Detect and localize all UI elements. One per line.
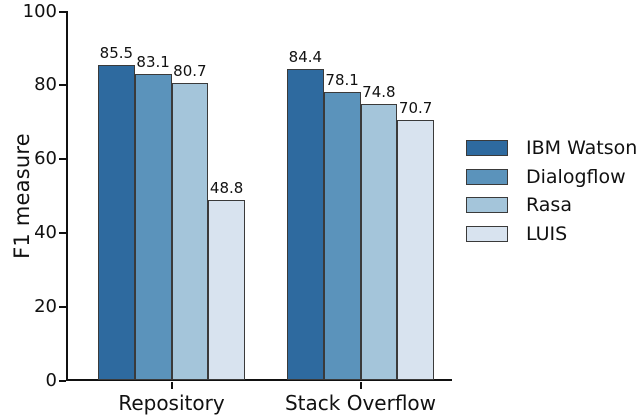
legend-item-ibm-watson: IBM Watson xyxy=(466,137,638,159)
bar-value-label: 78.1 xyxy=(325,71,359,90)
y-tick-mark xyxy=(59,10,66,13)
bar-luis-repository xyxy=(208,200,245,381)
bar-value-label: 85.5 xyxy=(99,44,134,62)
legend-label: Dialogflow xyxy=(526,165,626,188)
legend-label: LUIS xyxy=(526,222,568,245)
y-tick-label: 60 xyxy=(34,148,57,170)
y-tick-label: 80 xyxy=(34,74,57,96)
bar-value-label: 70.7 xyxy=(398,98,433,117)
legend-swatch xyxy=(466,197,508,213)
y-tick-label: 100 xyxy=(22,0,57,22)
bar-ibm-watson-stack-overflow xyxy=(287,69,324,381)
bar-value-label: 48.8 xyxy=(209,179,244,198)
legend-swatch xyxy=(466,168,508,185)
bar-dialogflow-repository xyxy=(134,73,172,381)
plot-area xyxy=(66,11,452,381)
bar-value-label: 83.1 xyxy=(136,52,170,71)
y-tick-label: 40 xyxy=(34,221,57,243)
y-tick-mark xyxy=(59,158,66,161)
legend-item-dialogflow: Dialogflow xyxy=(466,165,626,188)
x-tick-mark xyxy=(170,382,173,389)
y-tick-label: 20 xyxy=(34,295,57,317)
bar-value-label: 84.4 xyxy=(288,48,323,67)
x-tick-label-stack-overflow: Stack Overflow xyxy=(284,391,437,415)
bar-dialogflow-stack-overflow xyxy=(323,92,361,381)
y-tick-label: 0 xyxy=(45,369,57,391)
x-tick-mark xyxy=(359,382,362,389)
legend-swatch xyxy=(466,140,508,156)
bar-rasa-repository xyxy=(171,82,209,381)
bar-luis-stack-overflow xyxy=(397,119,434,381)
legend-swatch xyxy=(466,225,508,242)
bar-rasa-stack-overflow xyxy=(360,104,398,381)
x-tick-label-repository: Repository xyxy=(118,391,225,415)
bar-value-label: 74.8 xyxy=(362,83,396,102)
y-tick-mark xyxy=(59,84,66,87)
legend-label: Rasa xyxy=(526,194,572,216)
bar-value-label: 80.7 xyxy=(173,61,207,80)
legend-label: IBM Watson xyxy=(526,137,638,159)
y-tick-mark xyxy=(59,305,66,308)
y-tick-mark xyxy=(59,231,66,234)
legend-item-luis: LUIS xyxy=(466,222,568,245)
y-tick-mark xyxy=(59,379,66,382)
bar-ibm-watson-repository xyxy=(98,65,135,381)
legend-item-rasa: Rasa xyxy=(466,194,572,216)
